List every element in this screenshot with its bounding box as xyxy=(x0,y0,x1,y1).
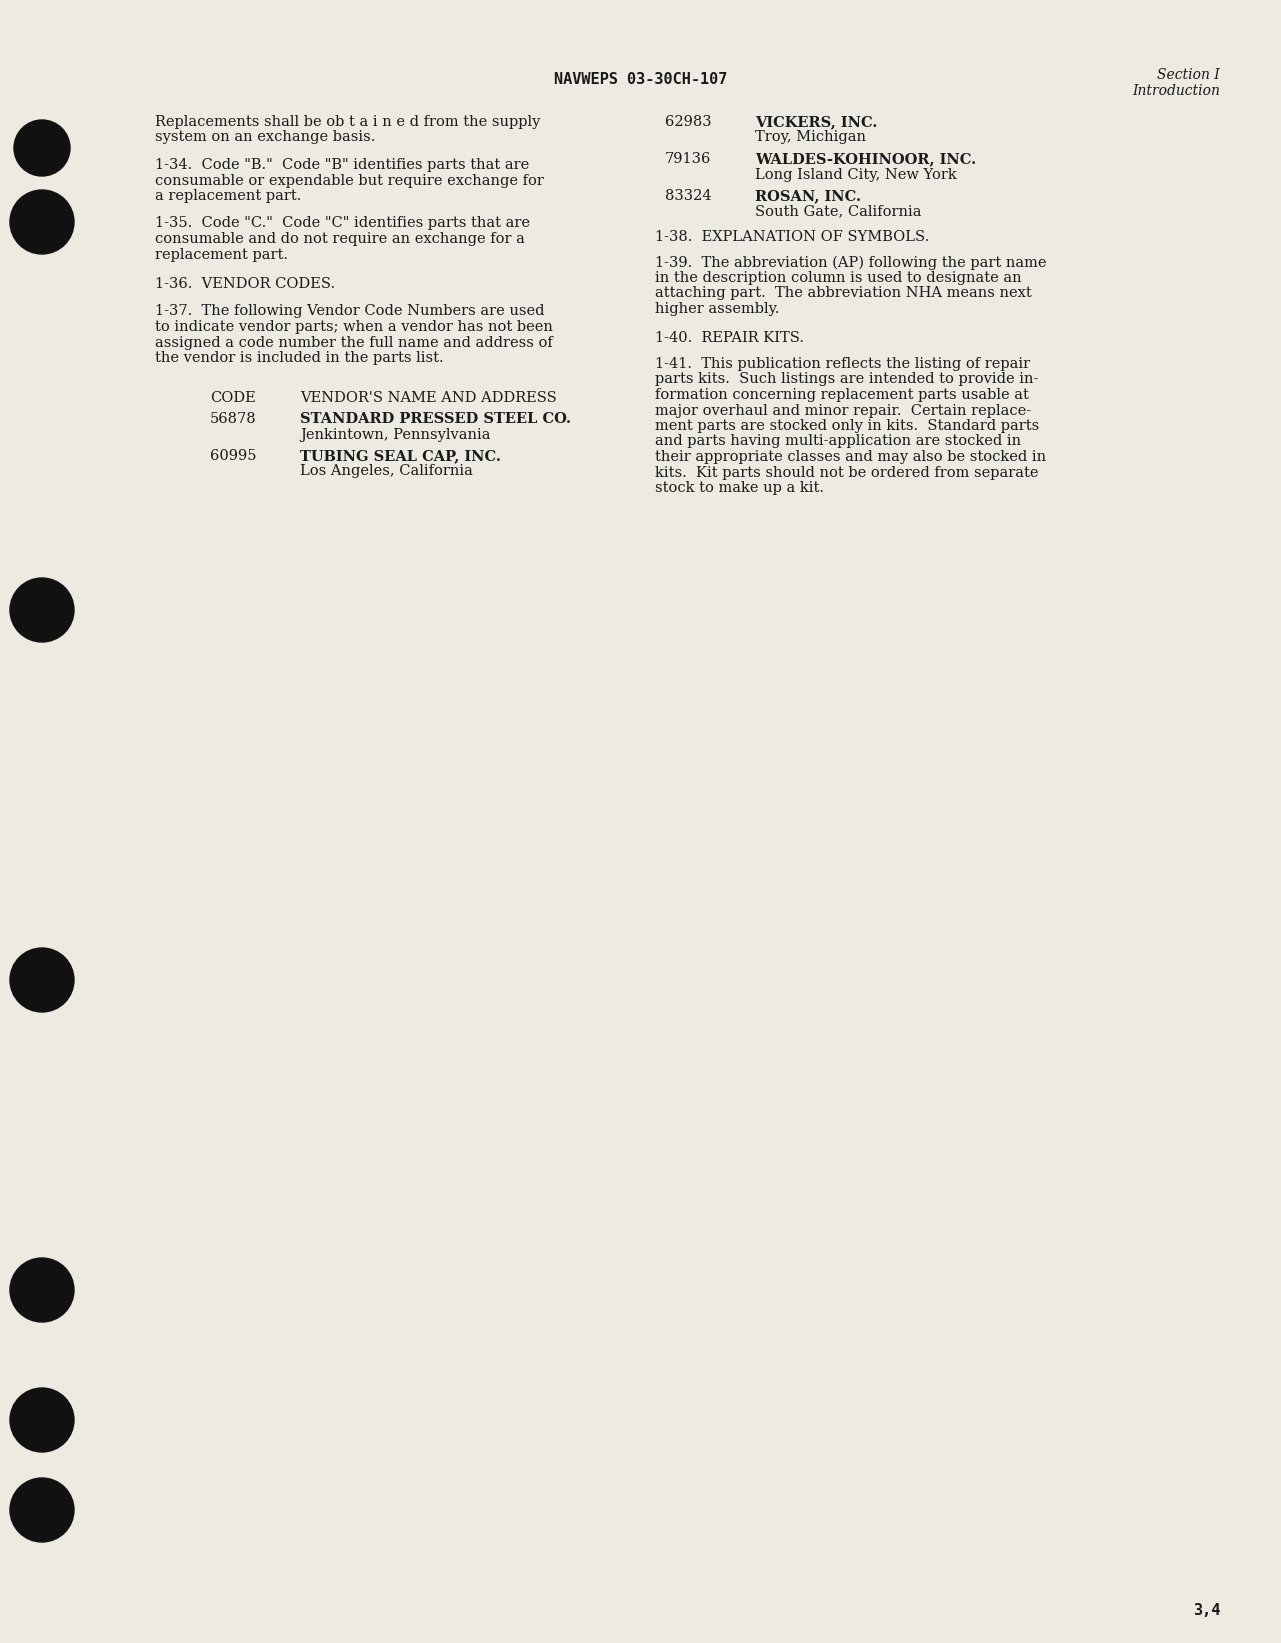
Text: higher assembly.: higher assembly. xyxy=(655,302,780,315)
Circle shape xyxy=(14,120,70,176)
Text: 1-36.  VENDOR CODES.: 1-36. VENDOR CODES. xyxy=(155,278,336,291)
Text: consumable and do not require an exchange for a: consumable and do not require an exchang… xyxy=(155,232,525,246)
Text: and parts having multi-application are stocked in: and parts having multi-application are s… xyxy=(655,434,1021,449)
Text: 3,4: 3,4 xyxy=(1193,1604,1220,1618)
Text: 1-39.  The abbreviation (AP) following the part name: 1-39. The abbreviation (AP) following th… xyxy=(655,256,1047,269)
Text: ment parts are stocked only in kits.  Standard parts: ment parts are stocked only in kits. Sta… xyxy=(655,419,1039,434)
Circle shape xyxy=(10,191,74,255)
Text: 83324: 83324 xyxy=(665,189,712,204)
Text: VENDOR'S NAME AND ADDRESS: VENDOR'S NAME AND ADDRESS xyxy=(300,391,557,404)
Text: formation concerning replacement parts usable at: formation concerning replacement parts u… xyxy=(655,388,1029,403)
Text: parts kits.  Such listings are intended to provide in-: parts kits. Such listings are intended t… xyxy=(655,373,1039,386)
Text: attaching part.  The abbreviation NHA means next: attaching part. The abbreviation NHA mea… xyxy=(655,286,1031,301)
Text: 1-40.  REPAIR KITS.: 1-40. REPAIR KITS. xyxy=(655,332,804,345)
Text: Troy, Michigan: Troy, Michigan xyxy=(755,130,866,145)
Text: 79136: 79136 xyxy=(665,153,711,166)
Text: STANDARD PRESSED STEEL CO.: STANDARD PRESSED STEEL CO. xyxy=(300,412,571,426)
Text: the vendor is included in the parts list.: the vendor is included in the parts list… xyxy=(155,352,443,365)
Text: assigned a code number the full name and address of: assigned a code number the full name and… xyxy=(155,335,552,350)
Text: their appropriate classes and may also be stocked in: their appropriate classes and may also b… xyxy=(655,450,1047,463)
Circle shape xyxy=(10,1479,74,1543)
Text: NAVWEPS 03-30CH-107: NAVWEPS 03-30CH-107 xyxy=(553,72,728,87)
Text: Replacements shall be ob t a i n e d from the supply: Replacements shall be ob t a i n e d fro… xyxy=(155,115,541,130)
Text: consumable or expendable but require exchange for: consumable or expendable but require exc… xyxy=(155,174,544,187)
Text: WALDES-KOHINOOR, INC.: WALDES-KOHINOOR, INC. xyxy=(755,153,976,166)
Circle shape xyxy=(10,578,74,642)
Text: 56878: 56878 xyxy=(210,412,256,426)
Text: to indicate vendor parts; when a vendor has not been: to indicate vendor parts; when a vendor … xyxy=(155,320,553,334)
Text: VICKERS, INC.: VICKERS, INC. xyxy=(755,115,877,130)
Text: system on an exchange basis.: system on an exchange basis. xyxy=(155,130,375,145)
Text: 1-35.  Code "C."  Code "C" identifies parts that are: 1-35. Code "C." Code "C" identifies part… xyxy=(155,217,530,230)
Circle shape xyxy=(10,1388,74,1452)
Text: 62983: 62983 xyxy=(665,115,712,130)
Text: South Gate, California: South Gate, California xyxy=(755,204,921,219)
Text: Jenkintown, Pennsylvania: Jenkintown, Pennsylvania xyxy=(300,427,491,442)
Text: major overhaul and minor repair.  Certain replace-: major overhaul and minor repair. Certain… xyxy=(655,404,1031,417)
Text: Section I: Section I xyxy=(1157,67,1220,82)
Text: kits.  Kit parts should not be ordered from separate: kits. Kit parts should not be ordered fr… xyxy=(655,465,1039,480)
Text: 60995: 60995 xyxy=(210,449,256,463)
Circle shape xyxy=(10,948,74,1012)
Text: Long Island City, New York: Long Island City, New York xyxy=(755,168,957,181)
Text: ROSAN, INC.: ROSAN, INC. xyxy=(755,189,861,204)
Circle shape xyxy=(10,1259,74,1323)
Text: TUBING SEAL CAP, INC.: TUBING SEAL CAP, INC. xyxy=(300,449,501,463)
Text: 1-41.  This publication reflects the listing of repair: 1-41. This publication reflects the list… xyxy=(655,357,1030,371)
Text: 1-34.  Code "B."  Code "B" identifies parts that are: 1-34. Code "B." Code "B" identifies part… xyxy=(155,158,529,173)
Text: Los Angeles, California: Los Angeles, California xyxy=(300,465,473,478)
Text: CODE: CODE xyxy=(210,391,256,404)
Text: 1-37.  The following Vendor Code Numbers are used: 1-37. The following Vendor Code Numbers … xyxy=(155,304,544,319)
Text: 1-38.  EXPLANATION OF SYMBOLS.: 1-38. EXPLANATION OF SYMBOLS. xyxy=(655,230,929,245)
Text: a replacement part.: a replacement part. xyxy=(155,189,301,204)
Text: replacement part.: replacement part. xyxy=(155,248,288,261)
Text: in the description column is used to designate an: in the description column is used to des… xyxy=(655,271,1022,284)
Text: Introduction: Introduction xyxy=(1132,84,1220,99)
Text: stock to make up a kit.: stock to make up a kit. xyxy=(655,481,824,495)
